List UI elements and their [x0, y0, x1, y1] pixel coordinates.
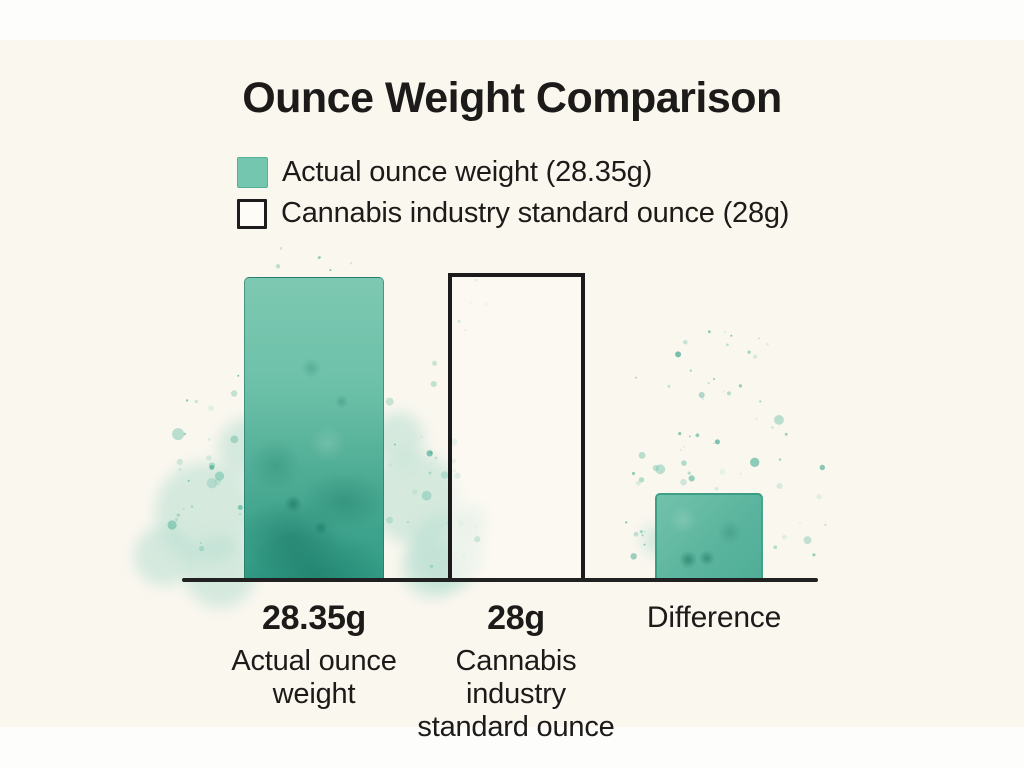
legend: Actual ounce weight (28.35g) Cannabis in…	[237, 152, 789, 234]
bar-value-label: 28.35g	[261, 599, 367, 637]
x-label-group-difference: Difference	[629, 601, 799, 635]
bar-value-label: 28g	[487, 599, 545, 637]
legend-item-actual: Actual ounce weight (28.35g)	[237, 152, 789, 193]
x-label-group-standard: 28g Cannabis industry standard ounce	[406, 599, 626, 744]
bar-actual-ounce	[244, 277, 384, 580]
bar-category-line: Actual ounce	[231, 645, 397, 677]
bar-category-line: Difference	[646, 601, 782, 634]
chart-title: Ounce Weight Comparison	[242, 74, 782, 122]
bar-standard-ounce	[448, 273, 585, 580]
x-axis-line	[182, 578, 818, 582]
legend-swatch-filled-icon	[237, 157, 268, 188]
x-label-group-actual: 28.35g Actual ounce weight	[224, 599, 404, 711]
legend-label-standard: Cannabis industry standard ounce (28g)	[281, 197, 790, 229]
bar-category-line: standard ounce	[417, 711, 615, 744]
legend-swatch-outlined-icon	[237, 198, 267, 229]
legend-label-actual: Actual ounce weight (28.35g)	[282, 156, 653, 188]
bar-category-line: weight	[272, 678, 356, 711]
bar-difference	[655, 493, 763, 580]
legend-item-standard: Cannabis industry standard ounce (28g)	[237, 193, 789, 234]
bar-category-line: Cannabis industry	[455, 645, 577, 711]
